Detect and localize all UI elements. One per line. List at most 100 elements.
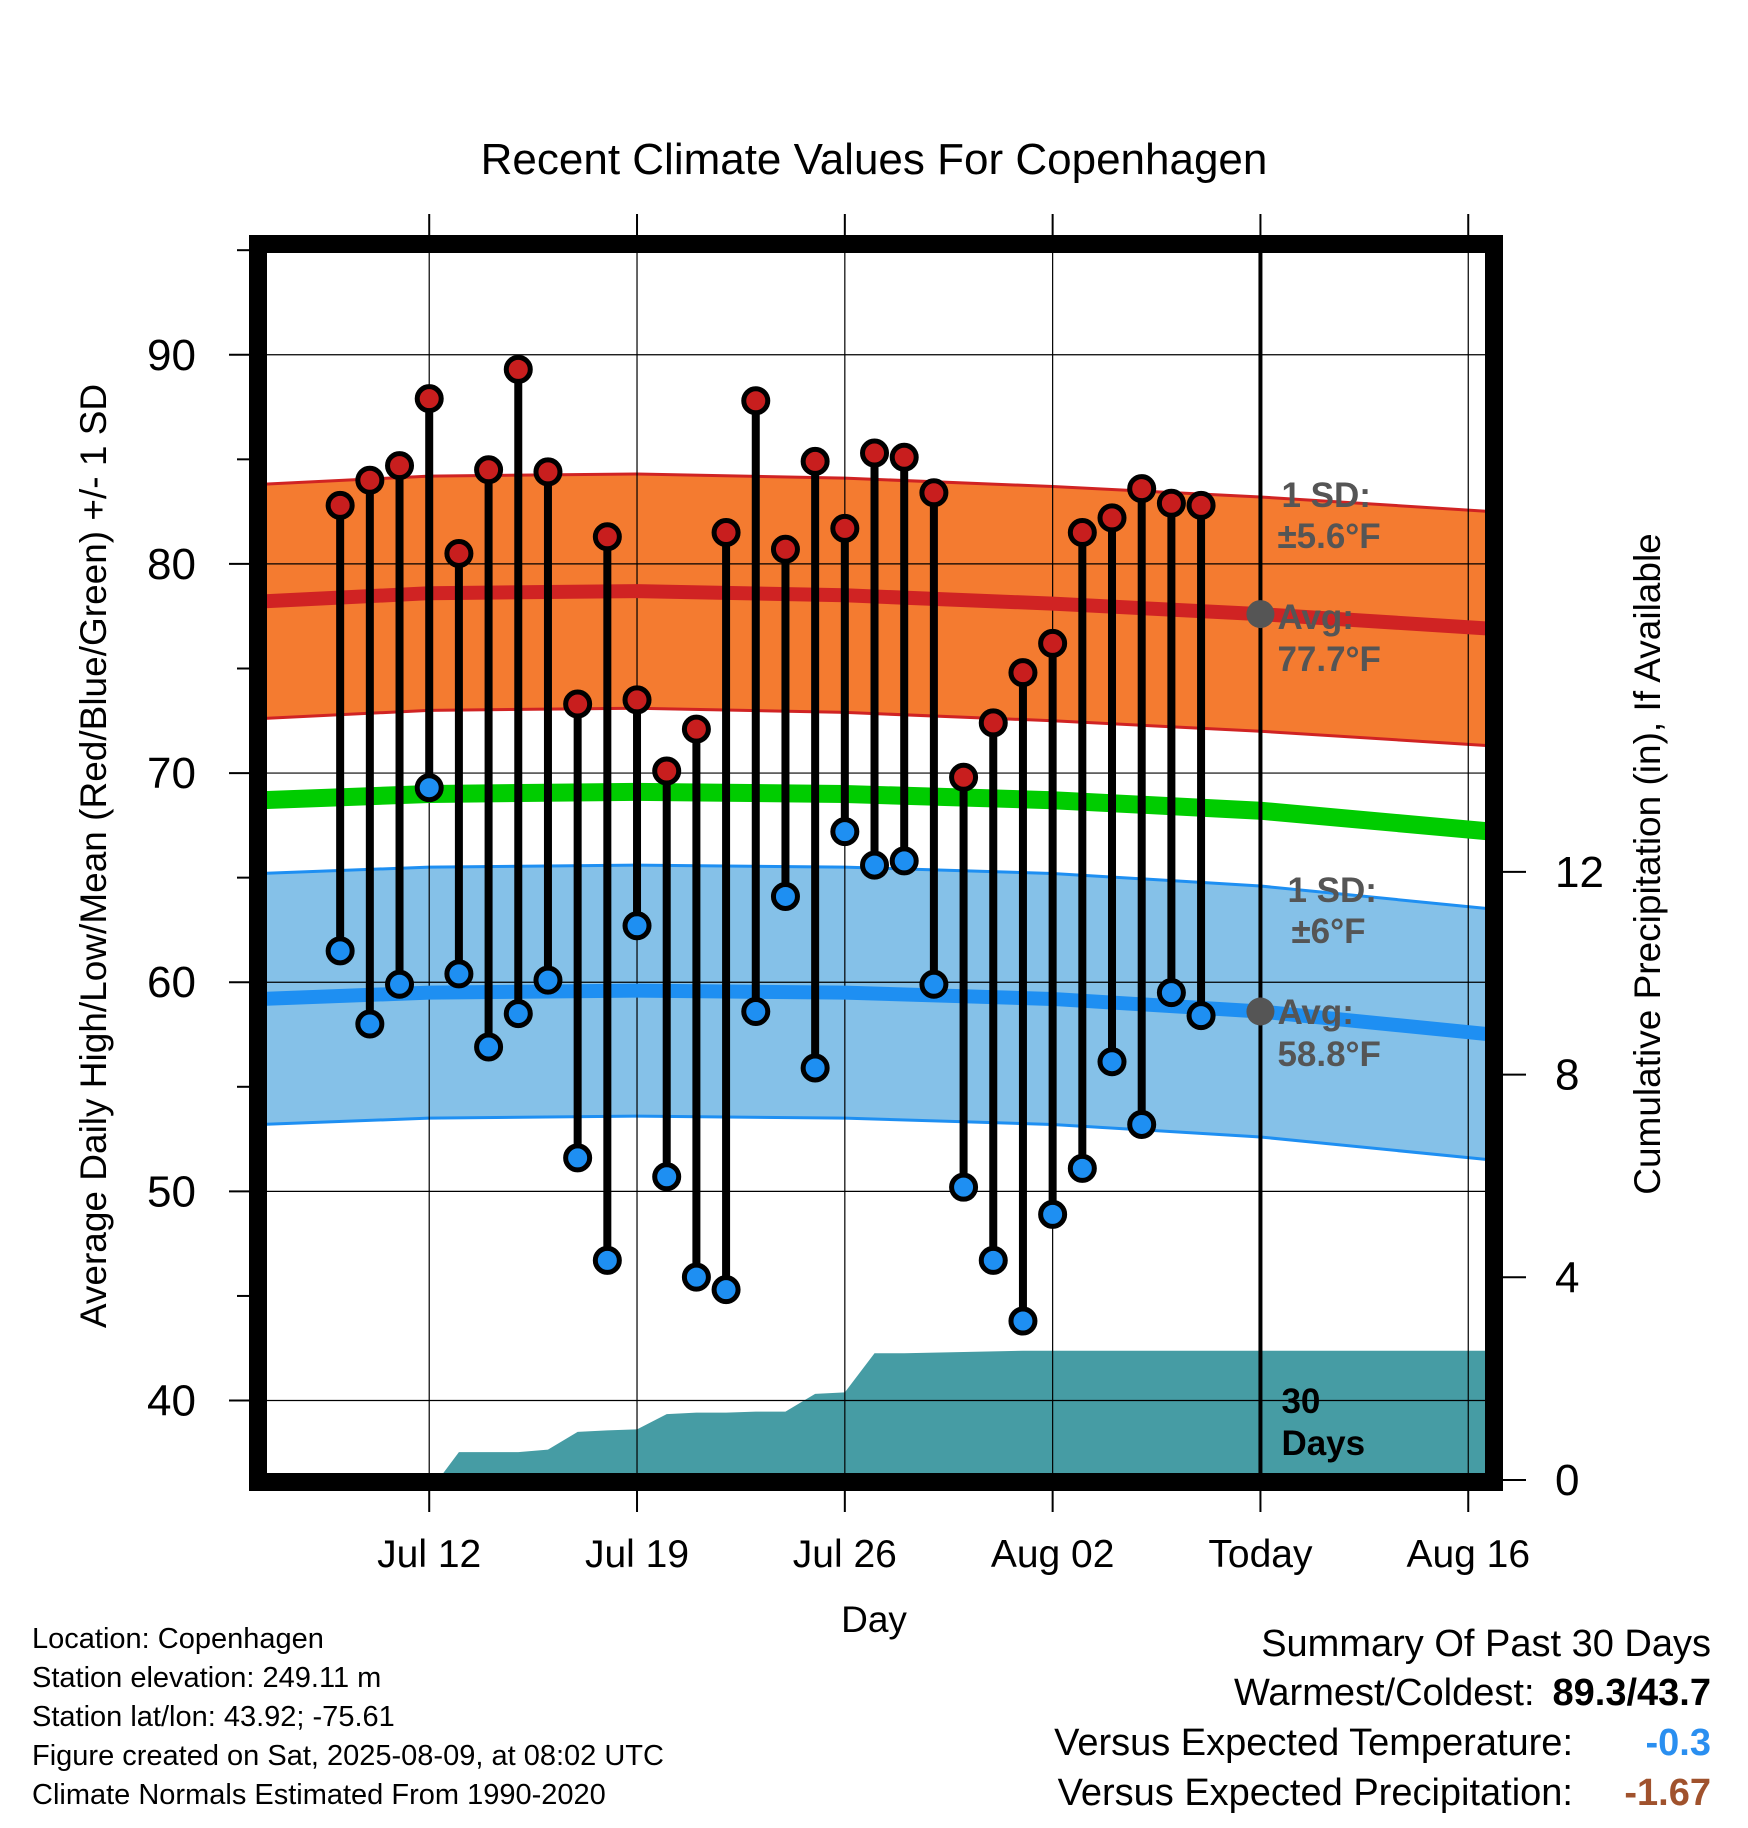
precip-value: -1.67 (1624, 1772, 1711, 1814)
low-sd-value: ±6°F (1291, 912, 1365, 951)
daily-low-point (1127, 1109, 1157, 1139)
daily-low-point (592, 1245, 622, 1275)
daily-high-point (1097, 503, 1127, 533)
x-tick-label: Aug 02 (991, 1533, 1115, 1576)
daily-low-point (860, 850, 890, 880)
daily-low-point (681, 1262, 711, 1292)
x-axis-label: Day (841, 1599, 907, 1640)
daily-low-point (770, 881, 800, 911)
latlon-text: Station lat/lon: 43.92; -75.61 (32, 1701, 395, 1733)
daily-low-point (1008, 1306, 1038, 1336)
days-label: 30 (1281, 1382, 1320, 1421)
today-high-normal-point (1246, 600, 1275, 629)
daily-low-point (1097, 1047, 1127, 1077)
y-tick-label: 80 (147, 540, 196, 589)
low-sd-band (260, 865, 1492, 1160)
y-axis-label: Average Daily High/Low/Mean (Red/Blue/Gr… (73, 384, 114, 1328)
chart-title: Recent Climate Values For Copenhagen (481, 135, 1268, 184)
daily-low-point (1186, 1001, 1216, 1031)
daily-low-point (1038, 1199, 1068, 1229)
y2-tick-label: 12 (1555, 848, 1604, 897)
daily-low-point (830, 817, 860, 847)
daily-high-point (474, 455, 504, 485)
daily-high-point (622, 685, 652, 715)
daily-high-point (1067, 518, 1097, 548)
warm-cold-value: 89.3/43.7 (1552, 1672, 1711, 1714)
y-tick-label: 40 (147, 1377, 196, 1426)
summary-temp: Versus Expected Temperature: -0.3 (1054, 1718, 1711, 1768)
daily-high-point (355, 465, 385, 495)
high-sd-value: ±5.6°F (1277, 517, 1380, 556)
daily-low-point (533, 965, 563, 995)
low-avg-label: Avg: (1277, 993, 1353, 1032)
x-tick-label: Aug 16 (1406, 1533, 1530, 1576)
daily-low-point (414, 773, 444, 803)
daily-high-point (741, 386, 771, 416)
station-info: Location: Copenhagen Station elevation: … (32, 1620, 664, 1815)
daily-high-point (1127, 474, 1157, 504)
today-low-normal-point (1246, 997, 1275, 1026)
daily-low-point (325, 936, 355, 966)
days-label-2: Days (1281, 1424, 1365, 1463)
daily-low-point (1156, 978, 1186, 1008)
created-text: Figure created on Sat, 2025-08-09, at 08… (32, 1740, 664, 1772)
x-tick-label: Jul 19 (585, 1533, 689, 1576)
high-avg-label: Avg: (1277, 598, 1353, 637)
daily-high-point (1008, 658, 1038, 688)
daily-high-point (414, 384, 444, 414)
daily-high-point (978, 708, 1008, 738)
warm-cold-label: Warmest/Coldest: (1233, 1672, 1535, 1714)
daily-high-point (711, 518, 741, 548)
daily-low-point (652, 1162, 682, 1192)
daily-high-point (860, 438, 890, 468)
y2-axis-label: Cumulative Precipitation (in), If Availa… (1627, 533, 1668, 1195)
x-tick-label: Today (1208, 1533, 1313, 1576)
daily-low-point (474, 1032, 504, 1062)
y-tick-label: 50 (147, 1167, 196, 1216)
daily-high-point (385, 451, 415, 481)
daily-low-point (563, 1143, 593, 1173)
daily-low-point (1067, 1153, 1097, 1183)
daily-high-point (503, 354, 533, 384)
daily-high-point (681, 714, 711, 744)
summary-precip: Versus Expected Precipitation: -1.67 (1054, 1768, 1711, 1818)
x-tick-label: Jul 26 (793, 1533, 897, 1576)
daily-high-point (563, 689, 593, 719)
daily-low-point (503, 999, 533, 1029)
daily-high-point (1156, 488, 1186, 518)
location-text: Location: Copenhagen (32, 1623, 324, 1655)
daily-high-point (444, 538, 474, 568)
y2-tick-label: 4 (1555, 1253, 1579, 1302)
daily-low-point (741, 996, 771, 1026)
y2-tick-label: 8 (1555, 1051, 1579, 1100)
high-avg-value: 77.7°F (1277, 640, 1381, 679)
summary-warm-cold: Warmest/Coldest: 89.3/43.7 (1054, 1668, 1711, 1718)
precip-area (438, 1350, 1492, 1480)
daily-low-point (919, 969, 949, 999)
daily-low-point (355, 1009, 385, 1039)
normals-text: Climate Normals Estimated From 1990-2020 (32, 1779, 606, 1811)
y-tick-label: 70 (147, 749, 196, 798)
high-sd-label: 1 SD: (1281, 476, 1370, 515)
y-tick-label: 90 (147, 331, 196, 380)
y-tick-label: 60 (147, 958, 196, 1007)
summary-panel: Summary Of Past 30 Days Warmest/Coldest:… (1054, 1620, 1711, 1818)
summary-title: Summary Of Past 30 Days (1261, 1623, 1711, 1665)
daily-low-point (711, 1275, 741, 1305)
temp-label: Versus Expected Temperature: (1054, 1722, 1573, 1764)
daily-high-point (889, 442, 919, 472)
daily-high-point (919, 478, 949, 508)
low-avg-value: 58.8°F (1277, 1035, 1381, 1074)
daily-high-point (800, 446, 830, 476)
daily-high-point (533, 457, 563, 487)
daily-high-point (770, 534, 800, 564)
daily-high-point (1186, 490, 1216, 520)
daily-low-point (622, 911, 652, 941)
plot-frame (249, 235, 1503, 1491)
elevation-text: Station elevation: 249.11 m (32, 1662, 382, 1694)
daily-high-point (830, 513, 860, 543)
low-sd-label: 1 SD: (1287, 871, 1376, 910)
daily-high-point (949, 762, 979, 792)
daily-low-point (800, 1053, 830, 1083)
